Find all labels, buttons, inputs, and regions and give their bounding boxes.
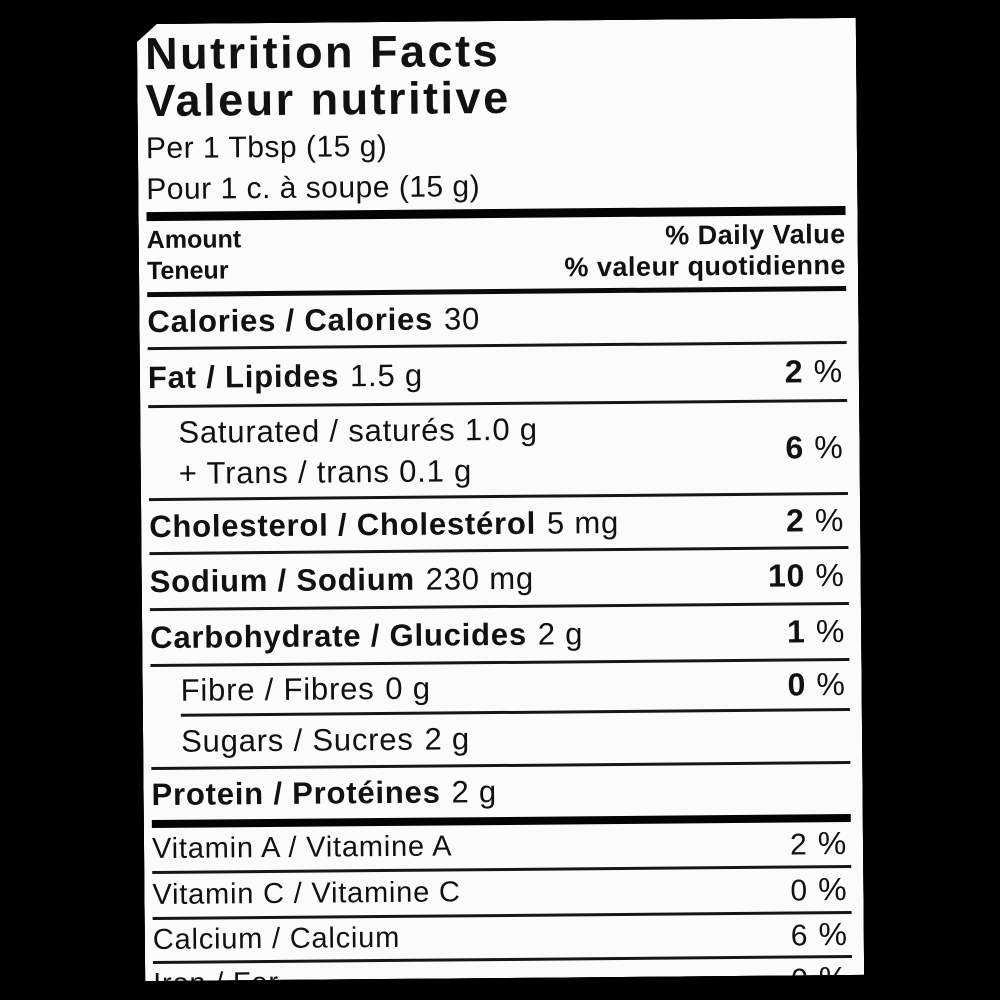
calcium-dv-number: 6 — [790, 919, 809, 953]
sodium-amount: 230 mg — [425, 560, 535, 597]
fat-daily-value: 2% — [785, 353, 847, 391]
cholesterol-daily-value: 2% — [786, 502, 848, 540]
fibre-dv-number: 0 — [787, 666, 807, 703]
sugars-name: Sugars / Sucres — [180, 721, 414, 759]
vitamin-c-text: Vitamin C / Vitamine C — [152, 876, 461, 912]
sodium-name: Sodium / Sodium — [149, 561, 416, 599]
amount-header: Amount Teneur — [147, 224, 242, 287]
cholesterol-text: Cholesterol / Cholestérol 5 mg — [149, 504, 619, 544]
fibre-name: Fibre / Fibres — [180, 670, 375, 708]
fat-dv-number: 2 — [784, 353, 804, 390]
serving-size-english: Per 1 Tbsp (15 g) — [145, 129, 388, 166]
saturated-line: Saturated / saturés 1.0 g — [178, 411, 539, 450]
vitamin-a-daily-value: 2% — [790, 825, 851, 863]
calories-text: Calories / Calories 30 — [147, 301, 480, 340]
percent-sign: % — [817, 824, 848, 862]
percent-sign: % — [817, 870, 848, 908]
row-calcium: Calcium / Calcium 6% — [153, 914, 852, 961]
row-cholesterol: Cholesterol / Cholestérol 5 mg 2% — [149, 495, 848, 552]
title-french: Valeur nutritive — [145, 71, 511, 127]
percent-sign: % — [814, 502, 845, 539]
calcium-daily-value: 6% — [791, 916, 852, 954]
sodium-daily-value: 10% — [768, 557, 849, 595]
row-saturated-trans: Saturated / saturés 1.0 g + Trans / tran… — [148, 402, 848, 498]
percent-sign: % — [814, 428, 844, 465]
row-fibre: Fibre / Fibres 0 g 0% — [150, 661, 849, 714]
row-fat: Fat / Lipides 1.5 g 2% — [148, 344, 847, 405]
row-carbohydrate: Carbohydrate / Glucides 2 g 1% — [150, 605, 849, 664]
carbohydrate-name: Carbohydrate / Glucides — [150, 616, 528, 655]
carbohydrate-amount: 2 g — [537, 615, 584, 652]
row-vitamin-c: Vitamin C / Vitamine C 0% — [152, 868, 851, 917]
percent-sign: % — [813, 353, 844, 390]
saturated-dv-number: 6 — [785, 428, 805, 466]
saturated-daily-value: 6% — [785, 428, 847, 466]
percent-sign: % — [818, 915, 848, 953]
nutrition-facts-label: Nutrition Facts Valeur nutritive Per 1 T… — [137, 18, 864, 981]
percent-sign: % — [818, 959, 849, 982]
cholesterol-dv-number: 2 — [785, 502, 805, 539]
trans-line: + Trans / trans 0.1 g — [178, 453, 473, 491]
iron-dv-number: 0 — [791, 963, 809, 982]
sodium-text: Sodium / Sodium 230 mg — [150, 560, 535, 599]
daily-value-label-en: % Daily Value — [664, 218, 846, 251]
iron-daily-value: 0% — [791, 960, 852, 981]
calcium-text: Calcium / Calcium — [152, 921, 401, 957]
row-vitamin-a: Vitamin A / Vitamine A 2% — [152, 822, 851, 871]
carbohydrate-dv-number: 1 — [786, 613, 806, 650]
vitamin-a-text: Vitamin A / Vitamine A — [151, 830, 453, 866]
carbohydrate-text: Carbohydrate / Glucides 2 g — [150, 616, 583, 656]
fibre-amount: 0 g — [385, 670, 431, 706]
protein-name: Protein / Protéines — [151, 774, 441, 813]
carbohydrate-daily-value: 1% — [787, 613, 849, 651]
cholesterol-name: Cholesterol / Cholestérol — [149, 505, 537, 544]
daily-value-header-text: % Daily Value % valeur quotidienne — [564, 219, 846, 283]
daily-value-header: Amount Teneur % Daily Value % valeur quo… — [147, 215, 847, 292]
cholesterol-amount: 5 mg — [546, 504, 620, 541]
sugars-amount: 2 g — [424, 721, 471, 757]
daily-value-label-fr: % valeur quotidienne — [564, 249, 847, 283]
amount-label-fr: Teneur — [146, 256, 229, 286]
percent-sign: % — [815, 612, 846, 650]
row-calories: Calories / Calories 30 — [147, 291, 846, 347]
iron-text: Iron / Fer — [153, 967, 279, 981]
fibre-daily-value: 0% — [787, 666, 849, 704]
row-protein: Protein / Protéines 2 g — [151, 764, 850, 820]
protein-text: Protein / Protéines 2 g — [151, 774, 497, 813]
title-english: Nutrition Facts — [144, 24, 501, 80]
amount-label-en: Amount — [146, 225, 242, 255]
fat-name: Fat / Lipides — [147, 357, 340, 395]
vitamin-c-daily-value: 0% — [790, 871, 851, 909]
calories-amount: 30 — [443, 301, 481, 337]
serving-size-french: Pour 1 c. à soupe (15 g) — [146, 170, 481, 207]
fat-text: Fat / Lipides 1.5 g — [148, 357, 423, 395]
percent-sign: % — [816, 665, 846, 703]
calories-name: Calories / Calories — [147, 301, 434, 340]
percent-sign: % — [815, 557, 845, 594]
protein-amount: 2 g — [451, 774, 498, 810]
sodium-dv-number: 10 — [767, 557, 806, 594]
saturated-trans-text: Saturated / saturés 1.0 g + Trans / tran… — [178, 409, 538, 494]
fat-amount: 1.5 g — [349, 357, 424, 393]
fibre-text: Fibre / Fibres 0 g — [180, 670, 430, 708]
sugars-text: Sugars / Sucres 2 g — [181, 721, 470, 760]
vitamin-c-dv-number: 0 — [790, 874, 809, 908]
row-sodium: Sodium / Sodium 230 mg 10% — [149, 549, 848, 608]
vitamin-a-dv-number: 2 — [789, 828, 808, 862]
row-sugars: Sugars / Sucres 2 g — [151, 711, 850, 767]
